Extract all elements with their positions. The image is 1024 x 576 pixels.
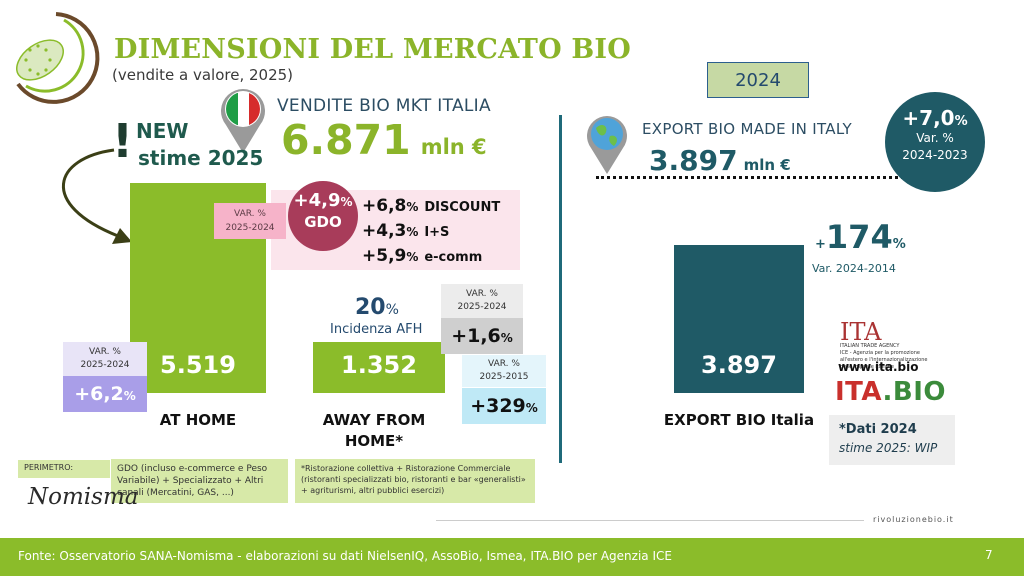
gdo-subline-ecomm: +5,9% e-comm bbox=[362, 246, 483, 266]
source-text: Fonte: Osservatorio SANA-Nomisma - elabo… bbox=[18, 549, 672, 563]
at-home-var-value: +6,2% bbox=[63, 376, 147, 412]
afh-footnote: *Ristorazione collettiva + Ristorazione … bbox=[295, 459, 535, 503]
site-label[interactable]: rivoluzionebio.it bbox=[873, 515, 954, 524]
away-var-value: +329% bbox=[462, 388, 546, 424]
vendite-label: VENDITE BIO MKT ITALIA bbox=[277, 96, 491, 116]
page-number: 7 bbox=[985, 548, 993, 562]
export-var-circle: +7,0% Var. % 2024-2023 bbox=[885, 92, 985, 192]
afh-incidenza-value: 20% bbox=[355, 295, 399, 320]
gdo-var-label: VAR. % 2025-2024 bbox=[214, 203, 286, 239]
ita-logo: ITA bbox=[840, 318, 882, 346]
afh-incidenza-label: Incidenza AFH bbox=[330, 322, 423, 337]
vendite-value: 6.871 mln € bbox=[281, 116, 487, 164]
bar-value-away-from-home: 1.352 bbox=[341, 351, 417, 379]
footer-rule bbox=[436, 520, 864, 521]
category-label-away-from-home: AWAY FROM HOME* bbox=[322, 411, 426, 450]
bar-export bbox=[674, 245, 804, 393]
away-var-label: VAR. % 2025-2015 bbox=[462, 355, 546, 387]
at-home-var-label: VAR. % 2025-2024 bbox=[63, 342, 147, 376]
page-title: DIMENSIONI DEL MERCATO BIO bbox=[114, 34, 631, 65]
curved-arrow-icon bbox=[62, 148, 132, 244]
itabio-logo: ITA.BIO bbox=[835, 377, 946, 407]
bar-away-from-home bbox=[313, 342, 445, 393]
export-long-var-value: +174% bbox=[815, 218, 906, 256]
export-value: 3.897 mln € bbox=[649, 144, 791, 177]
afh-var-value: +1,6% bbox=[441, 318, 523, 354]
exclamation-icon: ! bbox=[112, 114, 133, 168]
gdo-subline-is: +4,3% I+S bbox=[362, 221, 450, 241]
note-box: *Dati 2024 stime 2025: WIP bbox=[829, 415, 955, 465]
export-long-var-label: Var. 2024-2014 bbox=[812, 262, 896, 275]
eu-organic-logo bbox=[16, 12, 100, 104]
new-stime-label: NEW stime 2025 bbox=[136, 119, 264, 170]
bar-value-at-home: 5.519 bbox=[160, 351, 236, 379]
ita-url[interactable]: www.ita.bio bbox=[838, 360, 919, 374]
nomisma-logo: Nomisma bbox=[28, 484, 139, 510]
page-subtitle: (vendite a valore, 2025) bbox=[112, 66, 294, 84]
globe-pin-icon bbox=[587, 116, 627, 174]
year-box: 2024 bbox=[707, 62, 809, 98]
gdo-circle-badge: +4,9% GDO bbox=[288, 181, 358, 251]
dotted-divider bbox=[596, 176, 928, 179]
category-label-at-home: AT HOME bbox=[159, 411, 237, 429]
export-label: EXPORT BIO MADE IN ITALY bbox=[642, 120, 852, 138]
italy-flag-pin-icon bbox=[221, 89, 265, 153]
ita-logo-subtitle: ITALIAN TRADE AGENCY ICE - Agenzia per la… bbox=[840, 343, 928, 370]
bar-value-export: 3.897 bbox=[701, 351, 777, 379]
perimetro-description: GDO (incluso e-commerce e Peso Variabile… bbox=[111, 459, 288, 503]
footer-bar bbox=[0, 538, 1024, 576]
perimetro-tag: PERIMETRO: bbox=[18, 460, 110, 478]
afh-var-label: VAR. % 2025-2024 bbox=[441, 284, 523, 318]
section-divider bbox=[559, 115, 562, 463]
gdo-subline-discount: +6,8% DISCOUNT bbox=[362, 196, 501, 216]
category-label-export: EXPORT BIO Italia bbox=[663, 411, 815, 429]
